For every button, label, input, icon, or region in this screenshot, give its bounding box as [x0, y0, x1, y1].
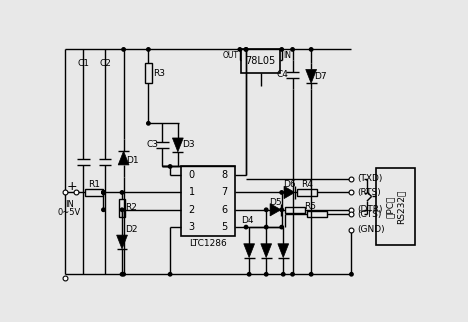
Text: D4: D4: [241, 216, 254, 225]
Circle shape: [122, 48, 125, 51]
Bar: [307, 211, 327, 217]
Bar: [297, 189, 317, 195]
Circle shape: [244, 48, 248, 51]
Text: (DTR): (DTR): [358, 205, 383, 214]
Circle shape: [120, 191, 124, 194]
Text: R4: R4: [301, 180, 313, 189]
Text: 1: 1: [189, 187, 195, 197]
Circle shape: [120, 208, 124, 212]
Text: C3: C3: [146, 140, 158, 149]
Circle shape: [244, 225, 248, 229]
Circle shape: [238, 48, 241, 51]
Circle shape: [264, 272, 268, 276]
Text: (TXD): (TXD): [358, 174, 383, 183]
Polygon shape: [244, 244, 255, 258]
Circle shape: [264, 225, 268, 229]
Text: 0: 0: [189, 170, 195, 180]
Polygon shape: [172, 138, 183, 152]
Text: 6: 6: [221, 205, 227, 215]
Text: R3: R3: [153, 69, 165, 78]
Bar: [376, 168, 415, 245]
Text: LTC1286: LTC1286: [189, 239, 227, 248]
Circle shape: [102, 191, 105, 194]
Text: 接PC机
RS232口: 接PC机 RS232口: [386, 189, 405, 224]
Text: D1: D1: [126, 156, 139, 165]
Text: IN: IN: [65, 200, 74, 209]
Polygon shape: [284, 186, 295, 199]
Text: 3: 3: [189, 222, 195, 232]
Text: D3: D3: [183, 140, 195, 149]
Text: 5: 5: [221, 222, 227, 232]
Circle shape: [248, 272, 251, 276]
Circle shape: [280, 48, 284, 51]
Text: D5: D5: [269, 198, 282, 207]
Text: R2: R2: [125, 204, 137, 212]
Circle shape: [264, 208, 268, 212]
Circle shape: [102, 191, 105, 194]
Circle shape: [168, 165, 172, 168]
Bar: [241, 49, 280, 72]
Text: OUT: OUT: [222, 51, 238, 60]
Bar: [119, 199, 125, 217]
Polygon shape: [306, 70, 316, 83]
Bar: [181, 166, 235, 236]
Circle shape: [146, 48, 150, 51]
Text: D7: D7: [314, 72, 327, 81]
Circle shape: [102, 208, 105, 212]
Circle shape: [280, 208, 284, 212]
Text: 2: 2: [189, 205, 195, 215]
Text: C1: C1: [77, 59, 89, 68]
Bar: [145, 63, 152, 83]
Circle shape: [282, 272, 285, 276]
Text: D6: D6: [283, 180, 296, 189]
Circle shape: [309, 48, 313, 51]
Circle shape: [102, 191, 105, 194]
Polygon shape: [117, 235, 127, 249]
Polygon shape: [270, 204, 281, 216]
Circle shape: [120, 272, 124, 276]
Text: C4: C4: [277, 70, 288, 79]
Text: +: +: [66, 180, 77, 193]
Text: R1: R1: [88, 180, 100, 189]
Circle shape: [146, 122, 150, 125]
Text: 0~5V: 0~5V: [58, 208, 81, 217]
Circle shape: [244, 48, 248, 51]
Bar: [85, 189, 103, 195]
Text: C2: C2: [99, 59, 111, 68]
Text: (RTS): (RTS): [358, 188, 381, 197]
Circle shape: [168, 272, 172, 276]
Polygon shape: [278, 244, 289, 258]
Text: R5: R5: [304, 202, 316, 211]
Text: 7: 7: [221, 187, 227, 197]
Text: (GND): (GND): [358, 225, 385, 234]
Text: 78L05: 78L05: [246, 56, 276, 66]
Circle shape: [291, 272, 294, 276]
Bar: [285, 207, 305, 213]
Text: D2: D2: [125, 225, 138, 234]
Polygon shape: [261, 244, 271, 258]
Text: (CTS): (CTS): [358, 210, 382, 219]
Circle shape: [280, 225, 284, 229]
Circle shape: [122, 272, 125, 276]
Circle shape: [280, 191, 284, 194]
Circle shape: [350, 272, 353, 276]
Text: IN: IN: [283, 51, 291, 60]
Circle shape: [309, 272, 313, 276]
Circle shape: [291, 48, 294, 51]
Polygon shape: [118, 151, 129, 165]
Text: 8: 8: [221, 170, 227, 180]
